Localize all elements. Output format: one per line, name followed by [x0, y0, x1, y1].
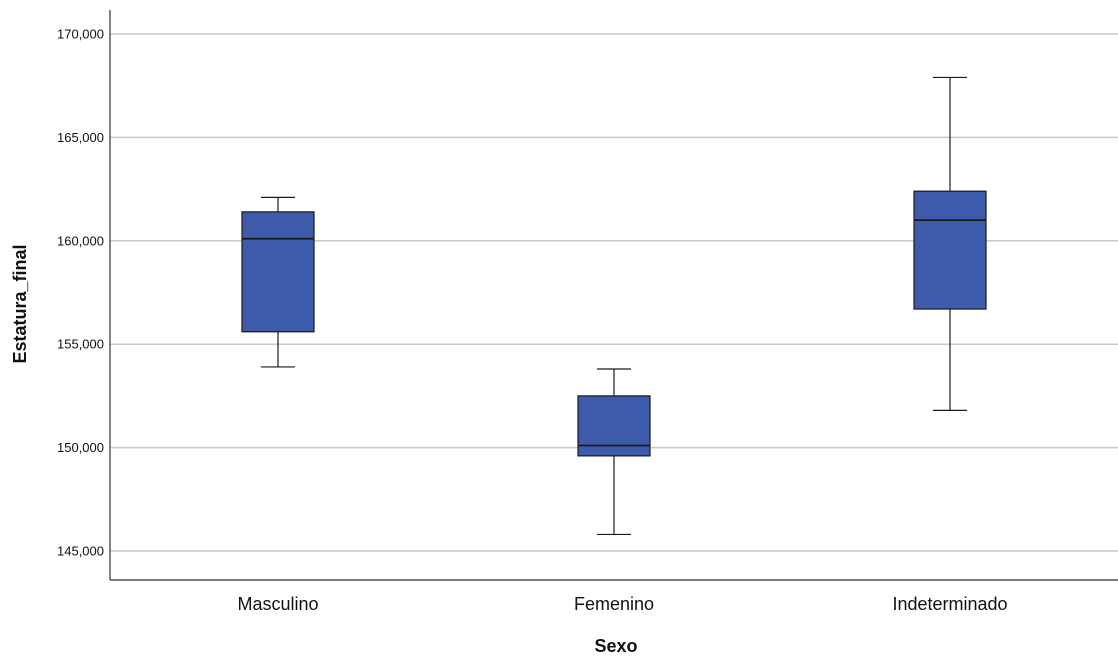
- iqr-box: [913, 190, 987, 310]
- x-tick-label: Indeterminado: [892, 594, 1007, 614]
- iqr-box: [577, 395, 651, 457]
- box-group: [241, 196, 315, 368]
- x-tick-label: Masculino: [237, 594, 318, 614]
- x-tick-label: Femenino: [574, 594, 654, 614]
- axes: [109, 10, 1118, 581]
- y-tick-label: 165,000: [57, 130, 104, 145]
- y-axis-title: Estatura_final: [10, 244, 30, 363]
- y-tick-label: 170,000: [57, 27, 104, 42]
- y-tick-label: 155,000: [57, 337, 104, 352]
- box-group: [577, 368, 651, 536]
- x-axis-title: Sexo: [594, 636, 637, 656]
- iqr-box: [241, 211, 315, 333]
- y-tick-label: 145,000: [57, 544, 104, 559]
- y-tick-label: 150,000: [57, 440, 104, 455]
- y-tick-labels: 145,000 150,000 155,000 160,000 165,000 170,0…: [57, 27, 104, 559]
- y-tick-label: 160,000: [57, 233, 104, 248]
- x-tick-labels: Masculino Femenino Indeterminado: [237, 594, 1007, 614]
- box-group: [913, 76, 987, 411]
- boxes: [241, 76, 987, 536]
